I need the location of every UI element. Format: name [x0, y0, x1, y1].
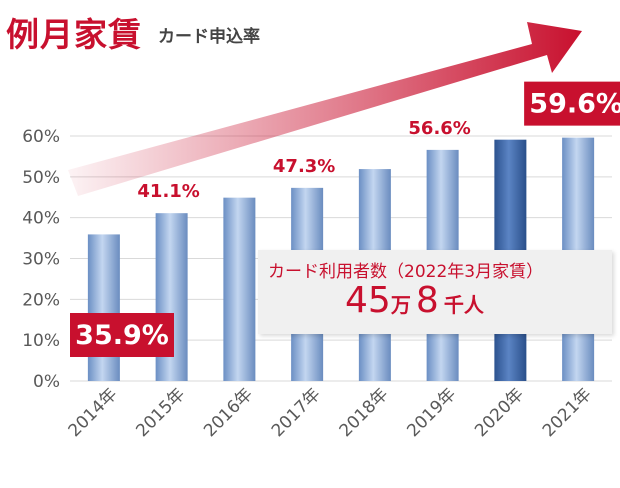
data-label: 59.6% — [529, 89, 620, 120]
x-tick-label: 2014年 — [65, 384, 122, 441]
info-value-part2: 8 — [415, 280, 439, 321]
x-tick-label: 2020年 — [471, 384, 528, 441]
data-label: 47.3% — [273, 156, 335, 177]
x-tick-label: 2021年 — [539, 384, 596, 441]
info-unit-part2: 千人 — [443, 293, 484, 317]
info-box — [258, 250, 612, 334]
trend-arrow-shape — [68, 22, 582, 196]
bar — [87, 234, 120, 381]
y-tick-label: 20% — [22, 290, 60, 310]
info-unit-part1: 万 — [390, 293, 411, 317]
data-labels: 35.9% 41.1% 47.3% 56.6% 59.6% — [70, 81, 620, 357]
x-tick-label: 2018年 — [336, 384, 393, 441]
y-tick-label: 60% — [22, 127, 60, 147]
data-label-box — [524, 81, 620, 126]
x-axis-ticks: 2014年 2015年 2016年 2017年 2018年 2019年 2020年 2021年 — [65, 384, 596, 441]
chart-title: 例月家賃 — [6, 15, 142, 54]
y-tick-label: 50% — [22, 168, 60, 188]
y-axis-ticks: 0% 10% 20% 30% 40% 50% 60% — [22, 127, 60, 392]
data-label: 41.1% — [137, 181, 199, 202]
x-tick-label: 2017年 — [268, 384, 325, 441]
x-tick-label: 2015年 — [132, 384, 189, 441]
trend-arrow — [68, 22, 582, 196]
info-box-value: 45万 8 千人 — [345, 280, 484, 321]
bar — [223, 197, 256, 381]
data-label-box — [70, 313, 174, 357]
y-tick-label: 30% — [22, 250, 60, 270]
data-label: 35.9% — [75, 320, 169, 351]
x-tick-label: 2016年 — [200, 384, 257, 441]
info-box-label: カード利用者数（2022年3月家賃） — [268, 262, 544, 282]
y-tick-label: 0% — [33, 372, 60, 392]
data-label: 56.6% — [408, 118, 470, 139]
y-tick-label: 40% — [22, 209, 60, 229]
x-tick-label: 2019年 — [403, 384, 460, 441]
chart-subtitle: カード申込率 — [158, 27, 260, 47]
info-value-part1: 45 — [345, 280, 391, 321]
y-tick-label: 10% — [22, 331, 60, 351]
